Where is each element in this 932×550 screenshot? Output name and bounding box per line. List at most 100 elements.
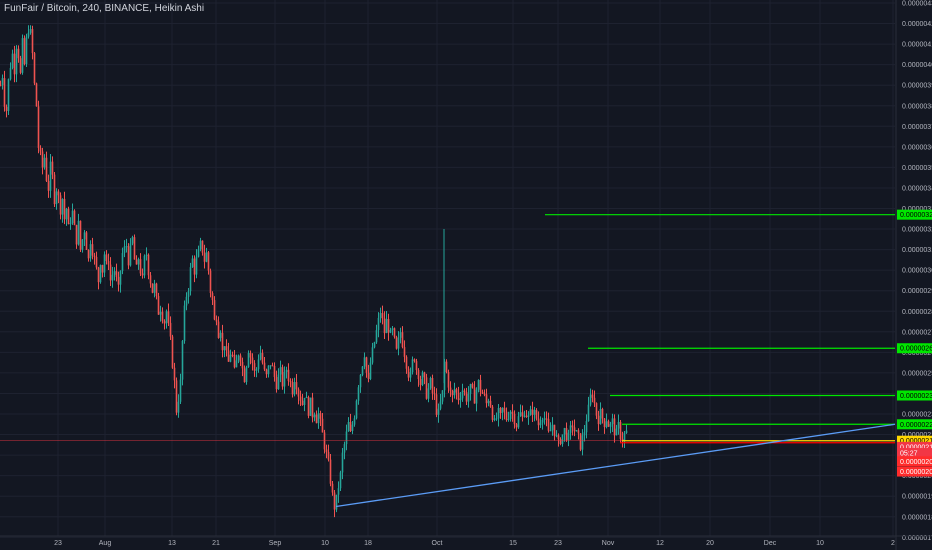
- candle-body: [333, 492, 336, 510]
- candle-body: [11, 53, 14, 68]
- candle-body: [521, 412, 524, 417]
- candle-body: [181, 341, 184, 380]
- y-tick-label: 0.00000180: [902, 514, 932, 521]
- y-tick-label: 0.00000250: [902, 370, 932, 377]
- candle-body: [115, 271, 118, 277]
- candle-body: [237, 355, 240, 361]
- candle-body: [579, 433, 582, 450]
- candle-body: [419, 379, 422, 385]
- price-badge: [897, 435, 932, 446]
- candle-body: [341, 452, 344, 473]
- x-tick-label: Aug: [99, 540, 112, 547]
- y-tick-label: 0.00000170: [902, 535, 932, 542]
- y-tick-label: 0.00000410: [902, 42, 932, 49]
- candle-body: [163, 321, 166, 324]
- candle-body: [325, 449, 328, 452]
- candle-body: [437, 408, 440, 415]
- candle-body: [43, 157, 46, 168]
- price-badge-label: 0.00000206: [900, 459, 932, 466]
- candle-body: [261, 352, 264, 363]
- candle-body: [583, 432, 586, 436]
- time-axis[interactable]: 23 Aug 13 21 Sep 10 18 Oct 15 23 Nov 12 20 Dec 10 2: [0, 535, 932, 547]
- price-badge: [897, 419, 932, 430]
- candle-body: [539, 422, 542, 426]
- price-badge-label: 05:27: [900, 451, 918, 458]
- candle-body: [561, 434, 564, 444]
- candle-body: [541, 419, 544, 423]
- candle-body: [227, 350, 230, 362]
- candle-body: [153, 283, 156, 293]
- x-tick-label: Oct: [432, 540, 443, 547]
- candle-body: [571, 425, 574, 428]
- candle-body: [103, 254, 106, 273]
- candle-body: [309, 397, 312, 416]
- candle-body: [449, 387, 452, 391]
- candle-body: [491, 406, 494, 420]
- candle-body: [563, 428, 566, 435]
- candle-body: [137, 259, 140, 265]
- candle-body: [269, 365, 272, 367]
- candle-body: [291, 382, 294, 395]
- candle-body: [99, 265, 102, 283]
- candle-body: [427, 388, 430, 399]
- candle-body: [299, 396, 302, 401]
- candle-body: [35, 83, 38, 107]
- candle-body: [517, 416, 520, 428]
- candle-body: [459, 398, 462, 401]
- candle-body: [191, 258, 194, 268]
- candle-body: [7, 79, 10, 111]
- candle-body: [553, 424, 556, 436]
- candle-body: [83, 232, 86, 240]
- price-badge: [897, 343, 932, 354]
- candle-body: [519, 412, 522, 417]
- candle-body: [89, 244, 92, 259]
- x-tick-label: 18: [364, 540, 372, 547]
- candle-body: [199, 240, 202, 250]
- candle-body: [385, 318, 388, 334]
- price-axis[interactable]: 0.00000430 0.00000420 0.00000410 0.00000400…: [895, 0, 932, 550]
- candle-body: [207, 252, 210, 271]
- candle-body: [77, 220, 80, 245]
- candle-body: [21, 38, 24, 73]
- candle-body: [461, 390, 464, 399]
- candle-body: [445, 361, 448, 373]
- candle-body: [527, 415, 530, 417]
- candle-body: [111, 274, 114, 281]
- candle-body: [581, 435, 584, 450]
- candle-body: [321, 418, 324, 433]
- price-badge: [897, 441, 932, 452]
- x-tick-label: 23: [54, 540, 62, 547]
- candle-body: [135, 259, 138, 265]
- candle-body: [327, 451, 330, 460]
- candle-body: [211, 293, 214, 301]
- candle-body: [397, 337, 400, 349]
- candle-body: [371, 347, 374, 363]
- candle-body: [567, 432, 570, 441]
- candle-body: [465, 391, 468, 402]
- x-tick-label: 10: [321, 540, 329, 547]
- candle-body: [97, 267, 100, 283]
- candle-body: [117, 276, 120, 285]
- candle-body: [611, 418, 614, 425]
- candle-body: [235, 360, 238, 368]
- candle-body: [0, 85, 2, 87]
- candle-body: [569, 425, 572, 433]
- candle-body: [93, 255, 96, 257]
- candle-body: [511, 411, 514, 414]
- candle-body: [589, 394, 592, 405]
- candle-body: [347, 421, 350, 432]
- candle-body: [481, 391, 484, 394]
- candle-body: [127, 246, 130, 266]
- candle-body: [275, 377, 278, 390]
- candle-body: [351, 424, 354, 432]
- candle-body: [379, 313, 382, 318]
- price-badges: 0.00000327 0.00000262 0.00000239 0.00000225…: [897, 209, 932, 477]
- candle-body: [509, 411, 512, 419]
- x-tick-label: 12: [656, 540, 664, 547]
- candle-body: [417, 370, 420, 380]
- chart-title: FunFair / Bitcoin, 240, BINANCE, Heikin …: [4, 3, 205, 14]
- candle-body: [145, 254, 148, 256]
- candle-body: [203, 252, 206, 262]
